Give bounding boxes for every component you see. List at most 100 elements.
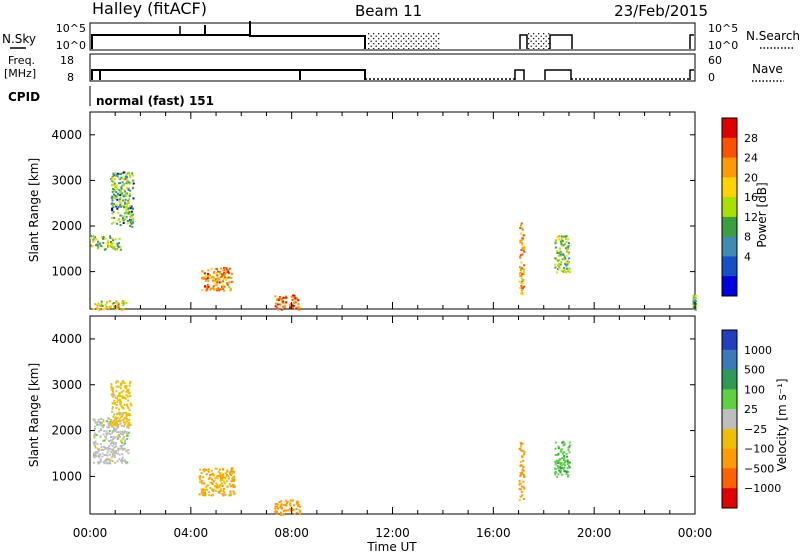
velocity-ylabel: Slant Range [km] — [27, 363, 41, 467]
echo-point — [112, 184, 115, 187]
echo-point — [117, 302, 120, 305]
echo-point — [694, 294, 697, 297]
echo-point — [112, 302, 115, 304]
echo-point — [298, 307, 301, 310]
echo-point — [559, 469, 562, 472]
echo-point — [110, 386, 113, 389]
echo-point — [127, 425, 129, 427]
echo-point — [568, 441, 571, 444]
echo-point — [201, 277, 203, 279]
echo-point — [207, 269, 210, 272]
echo-cluster — [518, 441, 526, 502]
echo-cluster — [92, 416, 130, 465]
echo-point — [559, 450, 562, 453]
echo-point — [106, 451, 109, 454]
echo-point — [125, 411, 128, 414]
echo-point — [522, 486, 525, 489]
echo-point — [112, 455, 115, 458]
echo-point — [119, 435, 121, 438]
echo-point — [561, 441, 564, 444]
echo-point — [111, 190, 114, 193]
echo-point — [115, 422, 117, 425]
echo-point — [221, 280, 224, 283]
echo-point — [121, 395, 123, 398]
echo-point — [520, 261, 523, 264]
echo-point — [209, 473, 212, 476]
echo-point — [233, 492, 236, 495]
echo-point — [200, 491, 203, 494]
echo-point — [289, 507, 292, 510]
echo-point — [103, 454, 106, 456]
echo-point — [93, 436, 96, 439]
echo-point — [108, 300, 111, 303]
y-tick-label: 3000 — [51, 378, 82, 392]
echo-point — [126, 461, 129, 464]
echo-point — [132, 182, 135, 185]
echo-point — [120, 405, 123, 407]
velocity-colorbar-label: Velocity [m s⁻¹] — [775, 378, 789, 471]
echo-point — [556, 252, 559, 254]
echo-point — [230, 480, 233, 483]
echo-point — [119, 394, 122, 397]
echo-point — [202, 476, 205, 479]
echo-point — [119, 420, 122, 422]
echo-point — [218, 276, 221, 279]
echo-point — [132, 217, 135, 220]
echo-point — [205, 278, 208, 281]
echo-point — [557, 259, 560, 262]
echo-point — [126, 437, 129, 440]
echo-point — [212, 279, 215, 282]
echo-point — [126, 388, 129, 391]
power-ylabel: Slant Range [km] — [27, 158, 41, 262]
echo-point — [117, 206, 120, 208]
echo-point — [520, 275, 523, 278]
echo-point — [565, 264, 568, 267]
echo-point — [286, 500, 289, 503]
echo-point — [282, 296, 285, 299]
echo-point — [568, 271, 571, 274]
echo-point — [207, 477, 210, 480]
echo-point — [115, 305, 118, 308]
echo-point — [123, 447, 126, 450]
echo-point — [228, 281, 231, 284]
echo-point — [556, 236, 559, 239]
echo-point — [117, 436, 120, 439]
echo-point — [93, 428, 96, 430]
echo-point — [210, 276, 213, 279]
echo-point — [108, 423, 111, 426]
echo-point — [565, 241, 568, 244]
echo-point — [221, 478, 224, 481]
echo-point — [118, 172, 121, 175]
echo-point — [520, 443, 523, 446]
echo-point — [523, 250, 526, 253]
echo-point — [118, 237, 121, 240]
echo-point — [116, 401, 119, 404]
echo-point — [520, 232, 523, 235]
echo-point — [127, 181, 130, 184]
y-tick-label: 2000 — [51, 424, 82, 438]
echo-point — [121, 413, 124, 416]
echo-point — [564, 247, 567, 250]
colorbar-swatch — [722, 409, 737, 430]
echo-point — [519, 460, 522, 463]
echo-point — [563, 256, 566, 259]
echo-point — [217, 270, 219, 273]
echo-point — [694, 300, 697, 303]
echo-point — [107, 449, 110, 452]
y-tick-label: 3000 — [51, 173, 82, 187]
echo-point — [104, 248, 107, 251]
echo-point — [522, 273, 525, 276]
echo-point — [109, 453, 111, 456]
echo-point — [222, 269, 225, 272]
echo-point — [202, 276, 205, 278]
echo-point — [521, 472, 523, 475]
echo-point — [518, 483, 521, 486]
echo-point — [110, 436, 112, 438]
echo-point — [203, 470, 206, 473]
echo-point — [97, 447, 100, 450]
echo-point — [207, 273, 209, 275]
echo-point — [115, 450, 118, 452]
echo-point — [93, 443, 96, 445]
echo-point — [122, 199, 125, 202]
echo-point — [215, 467, 218, 470]
